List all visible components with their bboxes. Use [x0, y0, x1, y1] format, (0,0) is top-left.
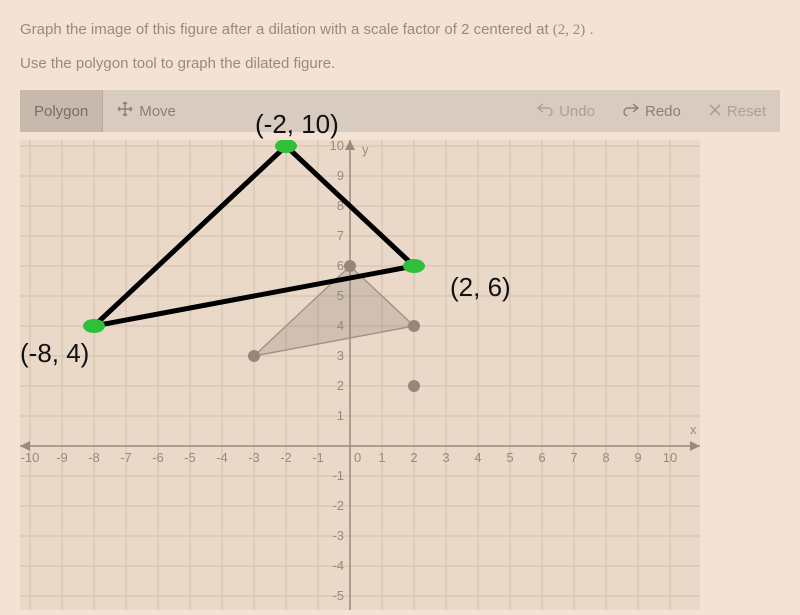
svg-text:9: 9 [634, 450, 641, 465]
svg-text:3: 3 [337, 348, 344, 363]
svg-text:6: 6 [337, 258, 344, 273]
move-tool-button[interactable]: Move [103, 90, 190, 132]
svg-text:-5: -5 [184, 450, 196, 465]
redo-button[interactable]: Redo [609, 90, 695, 132]
svg-text:4: 4 [474, 450, 481, 465]
svg-text:2: 2 [410, 450, 417, 465]
svg-text:-3: -3 [332, 528, 344, 543]
svg-text:7: 7 [337, 228, 344, 243]
svg-text:-8: -8 [88, 450, 100, 465]
svg-text:10: 10 [663, 450, 677, 465]
svg-text:-1: -1 [312, 450, 324, 465]
instruction-text-post: . [585, 21, 593, 38]
svg-text:-5: -5 [332, 588, 344, 603]
svg-text:0: 0 [354, 450, 361, 465]
svg-text:-3: -3 [248, 450, 260, 465]
svg-text:y: y [362, 142, 369, 157]
close-icon [709, 103, 721, 120]
svg-text:-9: -9 [56, 450, 68, 465]
undo-icon [537, 102, 553, 120]
svg-text:-1: -1 [332, 468, 344, 483]
svg-text:-2: -2 [332, 498, 344, 513]
svg-text:8: 8 [602, 450, 609, 465]
svg-text:6: 6 [538, 450, 545, 465]
polygon-tool-button[interactable]: Polygon [20, 90, 103, 132]
instruction-line-2: Use the polygon tool to graph the dilate… [20, 52, 780, 76]
coordinate-graph[interactable]: xy-10-9-8-7-6-5-4-3-2-1012345678910-5-4-… [20, 140, 700, 610]
svg-text:-2: -2 [280, 450, 292, 465]
svg-text:2: 2 [337, 378, 344, 393]
svg-text:5: 5 [506, 450, 513, 465]
svg-text:10: 10 [330, 140, 344, 153]
svg-text:1: 1 [378, 450, 385, 465]
svg-text:-4: -4 [216, 450, 228, 465]
svg-text:-10: -10 [21, 450, 40, 465]
reset-button[interactable]: Reset [695, 90, 780, 132]
toolbar: Polygon Move Undo Redo Reset [20, 90, 780, 132]
redo-icon [623, 102, 639, 120]
svg-text:9: 9 [337, 168, 344, 183]
undo-button[interactable]: Undo [523, 90, 609, 132]
undo-label: Undo [559, 103, 595, 120]
move-icon [117, 101, 133, 121]
instruction-text-pre: Graph the image of this figure after a d… [20, 21, 553, 38]
svg-text:1: 1 [337, 408, 344, 423]
instructions: Graph the image of this figure after a d… [0, 0, 800, 84]
svg-text:7: 7 [570, 450, 577, 465]
instruction-line-1: Graph the image of this figure after a d… [20, 18, 780, 42]
graph-svg: xy-10-9-8-7-6-5-4-3-2-1012345678910-5-4-… [20, 140, 700, 610]
svg-text:-4: -4 [332, 558, 344, 573]
polygon-tool-label: Polygon [34, 103, 88, 120]
svg-text:3: 3 [442, 450, 449, 465]
svg-text:-6: -6 [152, 450, 164, 465]
center-point: (2, 2) [553, 22, 586, 38]
move-tool-label: Move [139, 103, 176, 120]
svg-text:x: x [690, 422, 697, 437]
redo-label: Redo [645, 103, 681, 120]
svg-text:-7: -7 [120, 450, 132, 465]
reset-label: Reset [727, 103, 766, 120]
